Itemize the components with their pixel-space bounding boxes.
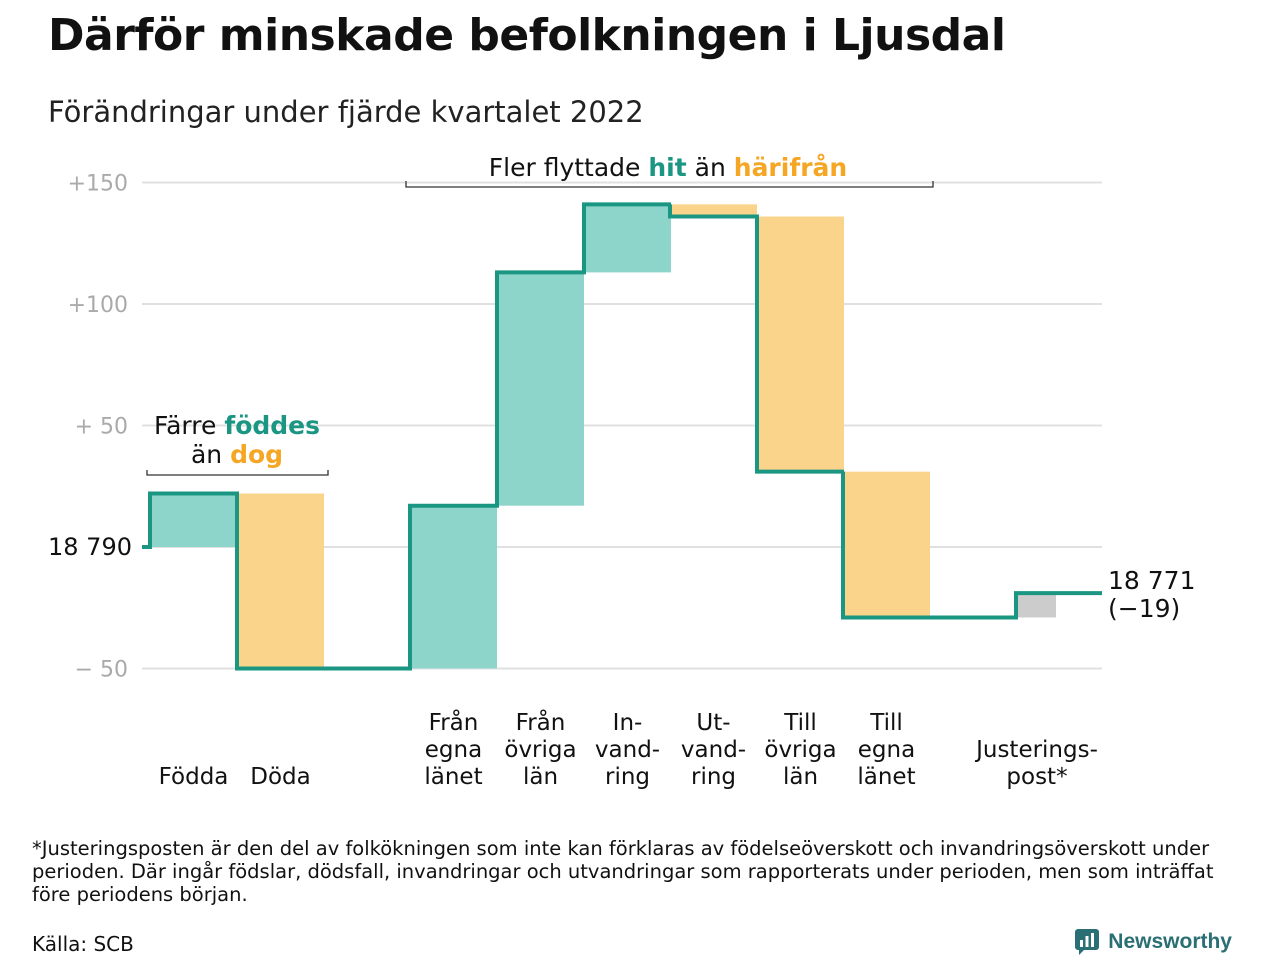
population-line <box>142 202 1102 671</box>
category-label: Justerings- <box>974 737 1098 763</box>
annotation-text: än dog <box>191 440 283 469</box>
bar-döda <box>237 493 324 669</box>
source-note: Källa: SCB <box>32 932 134 956</box>
bar-utvandring <box>670 204 757 217</box>
category-label: Ut- <box>696 710 730 736</box>
bar-frånegnalänet <box>410 505 497 669</box>
category-label: egna <box>425 737 482 763</box>
category-label: län <box>783 764 818 790</box>
category-label: Till <box>869 710 903 736</box>
y-axis-ticks: +150 +100 + 50 − 50 <box>68 172 128 683</box>
bar-tillegnalänet <box>843 471 930 618</box>
population-step-line <box>142 202 1102 671</box>
category-label: länet <box>857 764 915 790</box>
category-label: län <box>523 764 558 790</box>
category-label: övriga <box>764 737 836 763</box>
annotation-text: Fler flyttade hit än härifrån <box>489 153 847 182</box>
bar-födda <box>150 493 237 547</box>
brand[interactable]: Newsworthy <box>1074 928 1232 956</box>
category-label: Födda <box>159 764 229 790</box>
annotation-text: Färre föddes <box>154 411 320 440</box>
category-label: post* <box>1006 764 1067 790</box>
end-change-label: (−19) <box>1108 594 1180 623</box>
brand-name: Newsworthy <box>1108 930 1232 953</box>
chart-title: Därför minskade befolkningen i Ljusdal <box>48 10 1006 61</box>
category-label: ring <box>691 764 736 790</box>
bars <box>150 204 1056 669</box>
category-label: egna <box>858 737 915 763</box>
footnote: *Justeringsposten är den del av folkökni… <box>32 837 1214 906</box>
category-label: Från <box>429 708 479 736</box>
bar-justeringspost <box>1016 593 1056 618</box>
y-tick-label: +150 <box>68 172 128 197</box>
category-label: vand- <box>595 737 660 763</box>
annotation-bracket <box>405 181 934 188</box>
category-label: länet <box>424 764 482 790</box>
category-label: övriga <box>504 737 576 763</box>
y-tick-label: +100 <box>68 293 128 318</box>
start-end-labels: 18 790 18 771(−19) <box>48 533 1195 623</box>
category-label: In- <box>613 710 643 736</box>
newsworthy-logo-icon <box>1075 929 1100 955</box>
category-label: vand- <box>681 737 746 763</box>
bar-invandring <box>584 204 671 273</box>
category-label: Från <box>516 708 566 736</box>
end-population-label: 18 771 <box>1108 566 1195 595</box>
category-label: Döda <box>250 764 310 790</box>
bar-tillövrigalän <box>757 216 844 472</box>
chart-subtitle: Förändringar under fjärde kvartalet 2022 <box>48 95 644 129</box>
category-label: Till <box>783 710 817 736</box>
category-labels: Födda DödaFrånegnalänetFrånövrigalänIn-va… <box>159 708 1098 790</box>
y-tick-label: + 50 <box>75 415 128 440</box>
bar-frånövrigalän <box>497 272 584 506</box>
start-population-label: 18 790 <box>48 533 132 561</box>
annotation-bracket <box>146 470 329 476</box>
y-tick-label: − 50 <box>75 658 128 683</box>
category-label: ring <box>605 764 650 790</box>
